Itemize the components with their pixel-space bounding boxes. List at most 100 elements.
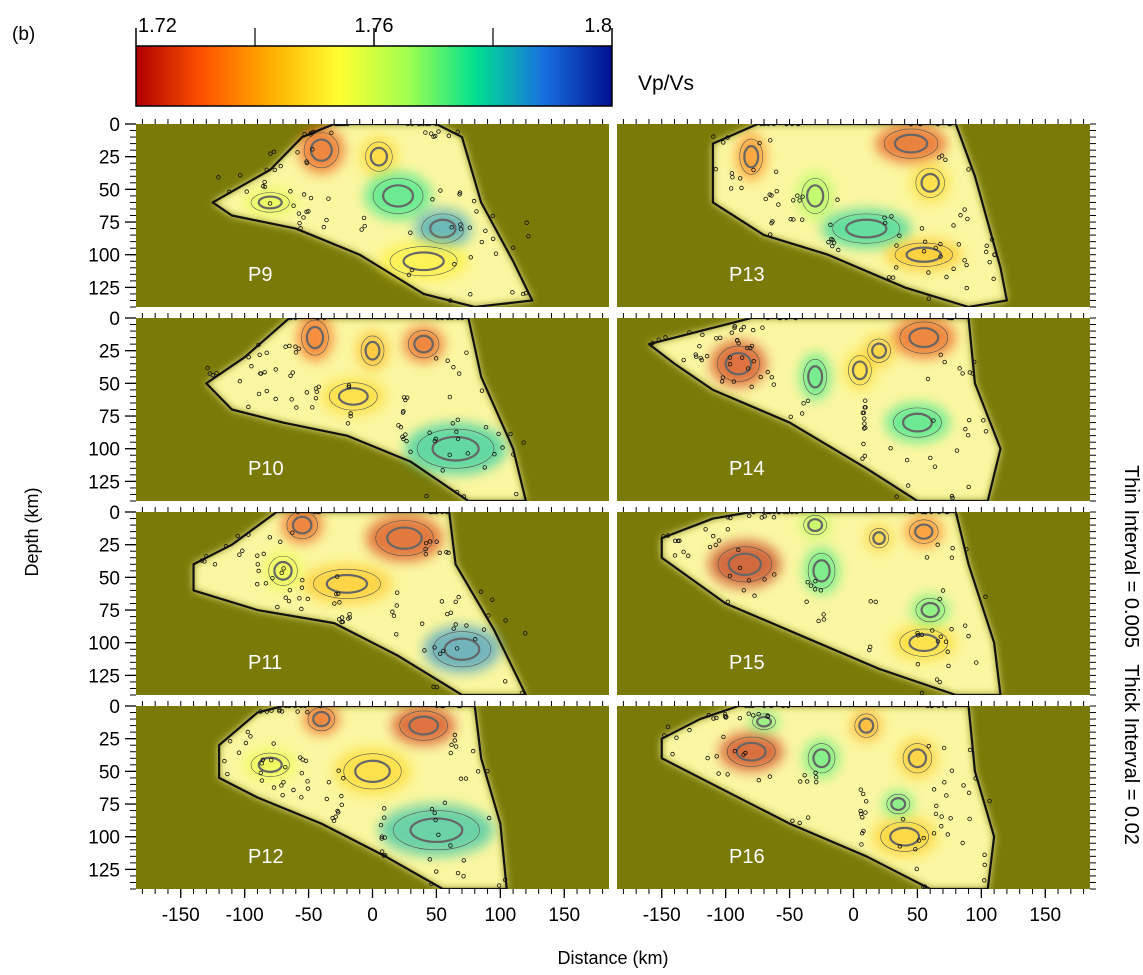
earthquake-marker	[991, 276, 996, 282]
earthquake-marker	[741, 324, 747, 330]
earthquake-marker	[445, 358, 450, 363]
earthquake-marker	[765, 318, 771, 321]
vpvs-anomaly	[414, 208, 471, 249]
earthquake-marker	[379, 834, 385, 839]
earthquake-marker	[868, 599, 873, 604]
earthquake-marker	[797, 820, 802, 826]
earthquake-marker	[961, 783, 966, 788]
earthquake-marker	[934, 677, 940, 682]
earthquake-marker	[345, 421, 351, 426]
earthquake-marker	[526, 234, 531, 239]
earthquake-marker	[269, 757, 274, 763]
earthquake-marker	[693, 352, 698, 357]
earthquake-marker	[951, 266, 956, 271]
earthquake-marker	[264, 350, 269, 355]
earthquake-marker	[348, 411, 353, 416]
zone-boundary	[205, 318, 528, 501]
earthquake-marker	[860, 830, 865, 836]
earthquake-marker	[199, 558, 204, 563]
earthquake-marker	[727, 362, 733, 367]
earthquake-marker	[457, 190, 463, 195]
earthquake-marker	[938, 352, 943, 358]
earthquake-marker	[341, 776, 346, 781]
earthquake-marker	[931, 831, 937, 836]
earthquake-marker	[429, 806, 435, 812]
thick-contour	[893, 133, 929, 154]
thin-contour	[726, 736, 776, 767]
earthquake-marker	[492, 452, 497, 457]
earthquake-marker	[337, 600, 342, 605]
earthquake-marker	[459, 318, 465, 321]
earthquake-marker	[935, 542, 940, 547]
earthquake-marker	[782, 512, 787, 515]
earthquake-marker	[238, 173, 243, 178]
thick-contour	[354, 759, 391, 784]
earthquake-marker	[471, 198, 477, 204]
earthquake-marker	[306, 209, 311, 214]
earthquake-marker	[439, 512, 445, 515]
earthquake-marker	[900, 817, 906, 822]
zone-boundary	[647, 318, 1002, 501]
earthquake-marker	[762, 577, 767, 582]
thin-contour	[313, 568, 381, 599]
thick-contour	[914, 523, 934, 540]
earthquake-marker	[858, 808, 863, 814]
earthquake-marker	[938, 254, 943, 259]
earthquake-marker	[794, 512, 799, 515]
earthquake-marker	[336, 617, 342, 622]
thick-contour	[889, 826, 921, 847]
earthquake-marker	[728, 515, 733, 521]
earthquake-marker	[945, 832, 951, 837]
earthquake-marker	[746, 711, 751, 716]
thin-contour	[301, 319, 329, 356]
y-tick-label: 25	[99, 148, 120, 169]
earthquake-marker	[490, 597, 495, 602]
earthquake-marker	[767, 774, 773, 779]
earthquake-marker	[458, 776, 464, 781]
earthquake-marker	[427, 430, 432, 435]
thick-contour	[807, 365, 824, 389]
thick-contour	[273, 560, 293, 581]
y-tick-label: 100	[88, 440, 120, 461]
earthquake-marker	[490, 213, 496, 219]
earthquake-marker	[922, 884, 928, 889]
earthquake-marker	[935, 639, 941, 644]
thin-contour	[803, 514, 827, 536]
earthquake-marker	[951, 223, 956, 228]
colorbar-tick-label: 1.76	[355, 15, 394, 37]
x-tick-label: 50	[426, 905, 447, 926]
thin-contour	[360, 335, 385, 366]
earthquake-marker	[836, 247, 841, 253]
earthquake-marker	[747, 513, 752, 519]
earthquake-marker	[474, 209, 479, 214]
earthquake-marker	[984, 243, 989, 248]
earthquake-marker	[971, 359, 977, 365]
earthquake-marker	[704, 353, 710, 359]
earthquake-marker	[805, 815, 811, 820]
earthquake-marker	[434, 869, 439, 874]
x-tick-label: 50	[907, 905, 928, 926]
thin-contour	[854, 713, 879, 738]
thin-contour	[893, 407, 942, 438]
earthquake-marker	[939, 153, 945, 158]
earthquake-marker	[262, 370, 267, 375]
earthquake-marker	[437, 550, 442, 555]
y-axis-label: Depth (km)	[22, 487, 42, 576]
earthquake-marker	[904, 457, 910, 463]
earthquake-marker	[765, 713, 770, 718]
thick-contour	[812, 748, 831, 769]
earthquake-marker	[936, 706, 941, 709]
earthquake-marker	[449, 742, 454, 748]
earthquake-marker	[960, 840, 965, 846]
earthquake-marker	[966, 634, 971, 639]
colorbar: 1.72 1.76 1.8 Vp/Vs	[135, 15, 694, 107]
earthquake-marker	[860, 791, 866, 797]
earthquake-marker	[468, 255, 473, 260]
earthquake-marker	[830, 243, 835, 249]
panel-p13: P13	[617, 119, 1096, 308]
earthquake-marker	[264, 388, 270, 394]
earthquake-marker	[768, 138, 773, 143]
earthquake-marker	[434, 706, 440, 709]
earthquake-marker	[508, 431, 513, 437]
thick-contour	[901, 412, 933, 433]
